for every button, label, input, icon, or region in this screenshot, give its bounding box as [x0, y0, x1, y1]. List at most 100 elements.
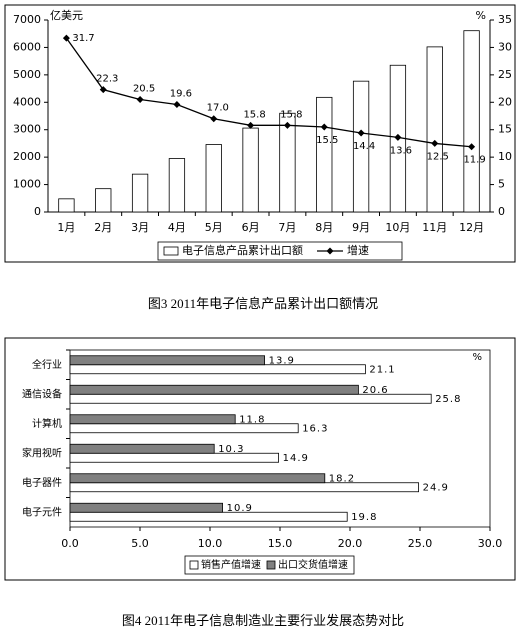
legend-swatch [326, 247, 334, 255]
data-label: 14.9 [283, 453, 309, 464]
y2-tick-label: 25 [498, 68, 512, 81]
y-tick-label: 5000 [13, 68, 41, 81]
y-tick-label: 计算机 [32, 417, 62, 430]
data-label: 16.3 [302, 423, 328, 434]
data-label: 31.7 [72, 33, 94, 44]
x-tick-label: 4月 [168, 221, 186, 234]
y-tick-label: 家用视听 [22, 446, 62, 459]
marker [431, 139, 439, 147]
y2-tick-label: 30 [498, 40, 512, 53]
bar [69, 355, 266, 366]
bar [69, 482, 420, 493]
x-tick-label: 1月 [57, 221, 75, 234]
y-tick-label: 1000 [13, 178, 41, 191]
bar [69, 414, 236, 425]
legend-label: 出口交货值增速 [278, 558, 348, 571]
bar [463, 30, 480, 213]
x-tick-label: 30.0 [478, 537, 503, 550]
legend-swatch [189, 560, 199, 570]
data-label: 13.6 [390, 145, 412, 156]
legend-frame [157, 241, 403, 261]
marker [247, 121, 255, 129]
x-unit: % [472, 352, 482, 363]
data-label: 11.8 [239, 414, 265, 425]
data-label: 19.6 [170, 88, 192, 99]
data-label: 15.5 [316, 135, 338, 146]
line [65, 37, 472, 148]
caption: 图4 2011年电子信息制造业主要行业发展态势对比 [122, 613, 404, 628]
bar [58, 198, 75, 213]
marker [173, 100, 181, 108]
x-tick-label: 7月 [278, 221, 296, 234]
data-label: 10.9 [227, 503, 253, 514]
y-tick-label: 电子器件 [22, 476, 62, 489]
bar [279, 112, 296, 213]
marker [62, 34, 70, 42]
x-tick-label: 9月 [352, 221, 370, 234]
y2-unit: % [476, 9, 486, 22]
y-tick-label: 电子元件 [22, 505, 62, 518]
x-tick-label: 12月 [459, 221, 484, 234]
marker [210, 115, 218, 123]
y-tick-label: 4000 [13, 95, 41, 108]
bar [426, 46, 443, 213]
y2-tick-label: 5 [498, 178, 505, 191]
y-tick-label: 3000 [13, 123, 41, 136]
legend-swatch [163, 246, 179, 256]
bar [316, 96, 333, 213]
x-tick-label: 15.0 [268, 537, 293, 550]
data-label: 14.4 [353, 141, 375, 152]
bar [69, 384, 359, 395]
bar [352, 80, 370, 213]
data-label: 15.8 [243, 109, 265, 120]
data-label: 11.9 [463, 155, 485, 166]
y-tick-label: 0 [34, 205, 41, 218]
x-tick-label: 10月 [385, 221, 410, 234]
y2-tick-label: 10 [498, 150, 512, 163]
x-tick-label: 3月 [131, 221, 149, 234]
marker [283, 121, 291, 129]
legend-label: 电子信息产品累计出口额 [182, 243, 303, 257]
data-label: 20.5 [133, 84, 155, 95]
x-tick-label: 2月 [94, 221, 112, 234]
data-label: 13.9 [269, 355, 295, 366]
bar [69, 473, 326, 484]
plot-frame [69, 349, 491, 528]
y-tick-label: 2000 [13, 150, 41, 163]
data-label: 25.8 [435, 394, 461, 405]
y-unit: 亿美元 [50, 9, 83, 22]
marker [468, 143, 476, 151]
bar [69, 502, 224, 513]
y2-tick-label: 20 [498, 95, 512, 108]
marker [99, 86, 107, 94]
y-tick-label: 7000 [13, 13, 41, 26]
bar [242, 127, 259, 213]
bar [69, 452, 280, 463]
bar [168, 158, 186, 213]
marker [357, 129, 365, 137]
data-label: 24.9 [423, 482, 449, 493]
data-label: 21.1 [369, 364, 395, 375]
legend-label: 增速 [347, 243, 369, 257]
x-tick-label: 0.0 [61, 537, 79, 550]
bar [69, 364, 366, 375]
x-tick-label: 25.0 [408, 537, 433, 550]
y-tick-label: 6000 [13, 40, 41, 53]
x-tick-label: 6月 [242, 221, 260, 234]
x-tick-label: 5.0 [131, 537, 149, 550]
bar [69, 511, 348, 522]
data-label: 22.3 [96, 74, 118, 85]
chart-frame [4, 4, 516, 263]
legend-label: 销售产值增速 [201, 558, 261, 571]
marker [136, 96, 144, 104]
x-tick-label: 20.0 [338, 537, 363, 550]
data-label: 18.2 [329, 473, 355, 484]
x-tick-label: 5月 [205, 221, 223, 234]
marker [394, 133, 402, 141]
y2-tick-label: 15 [498, 123, 512, 136]
y2-tick-label: 35 [498, 13, 512, 26]
x-tick-label: 11月 [422, 221, 447, 234]
data-label: 10.3 [218, 444, 244, 455]
